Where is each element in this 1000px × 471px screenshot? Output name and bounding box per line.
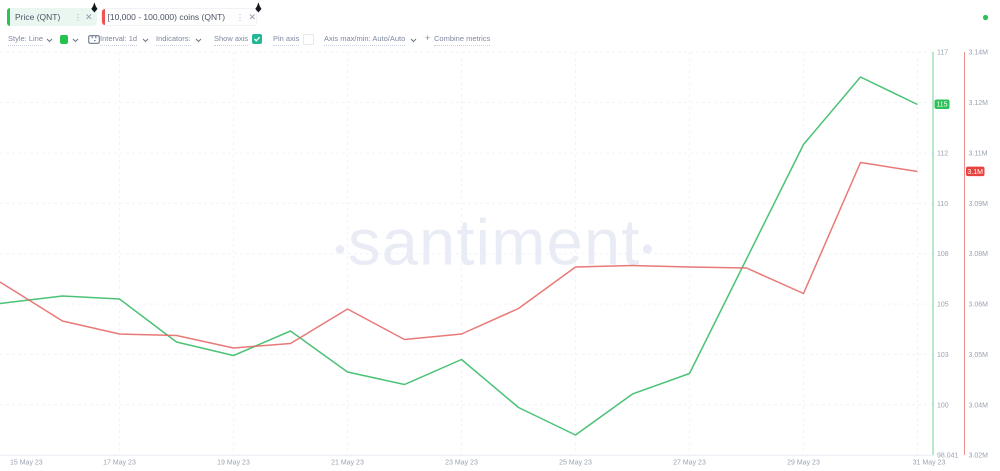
svg-text:112: 112 xyxy=(937,151,948,158)
svg-text:17 May 23: 17 May 23 xyxy=(103,460,136,467)
svg-text:3.12M: 3.12M xyxy=(969,100,989,107)
svg-text:3.05M: 3.05M xyxy=(969,352,989,359)
svg-text:3.11M: 3.11M xyxy=(969,151,988,158)
svg-text:3.14M: 3.14M xyxy=(969,50,989,57)
svg-text:25 May 23: 25 May 23 xyxy=(559,460,592,467)
svg-text:98.041: 98.041 xyxy=(937,453,959,460)
svg-text:103: 103 xyxy=(937,352,949,359)
svg-text:3.02M: 3.02M xyxy=(969,453,989,460)
svg-text:31 May 23: 31 May 23 xyxy=(913,460,946,467)
svg-text:3.09M: 3.09M xyxy=(969,201,989,208)
svg-text:3.1M: 3.1M xyxy=(967,169,983,176)
svg-text:110: 110 xyxy=(937,201,948,208)
svg-text:108: 108 xyxy=(937,251,949,258)
svg-text:100: 100 xyxy=(937,402,949,409)
svg-text:115: 115 xyxy=(936,102,947,109)
svg-text:santiment: santiment xyxy=(348,206,641,279)
svg-text:23 May 23: 23 May 23 xyxy=(445,460,478,467)
svg-text:27 May 23: 27 May 23 xyxy=(673,460,706,467)
svg-text:105: 105 xyxy=(937,302,949,309)
svg-text:117: 117 xyxy=(937,50,948,57)
svg-text:3.06M: 3.06M xyxy=(969,302,989,309)
svg-text:29 May 23: 29 May 23 xyxy=(787,460,820,467)
svg-text:3.04M: 3.04M xyxy=(969,402,989,409)
svg-text:15 May 23: 15 May 23 xyxy=(10,460,43,467)
svg-text:21 May 23: 21 May 23 xyxy=(331,460,364,467)
svg-text:19 May 23: 19 May 23 xyxy=(217,460,250,467)
svg-text:3.08M: 3.08M xyxy=(969,251,989,258)
